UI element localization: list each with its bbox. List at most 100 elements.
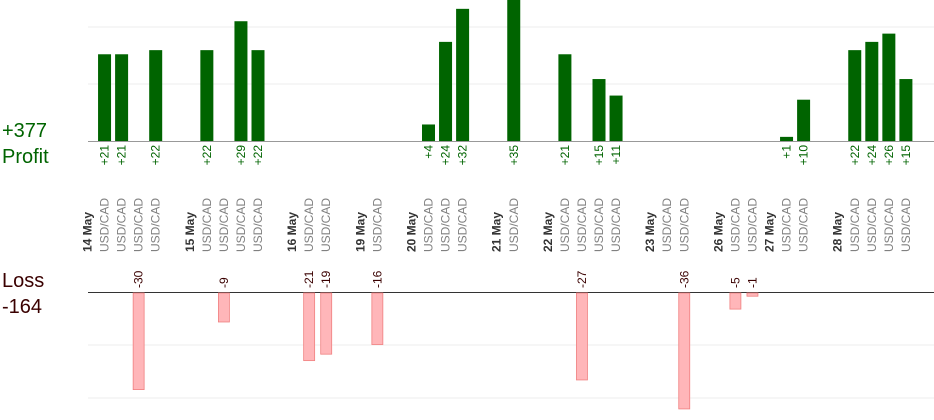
profit-data-label: +15 <box>899 145 913 166</box>
profit-bar <box>234 21 248 142</box>
profit-data-label: +35 <box>507 145 521 166</box>
date-label: 20 May <box>404 212 418 252</box>
pair-label: USD/CAD <box>609 198 623 252</box>
profit-bar <box>456 8 470 142</box>
pair-label: USD/CAD <box>200 198 214 252</box>
profit-data-label: +24 <box>865 145 879 166</box>
x-axis-labels: 14 May USD/CAD USD/CAD USD/CAD USD/CAD 15 May… <box>81 198 913 252</box>
pair-label: USD/CAD <box>660 198 674 252</box>
date-label: 22 May <box>541 212 555 252</box>
pair-label: USD/CAD <box>422 198 436 252</box>
profit-title: Profit <box>2 146 49 168</box>
pair-label: USD/CAD <box>302 198 316 252</box>
date-label: 15 May <box>183 212 197 252</box>
loss-data-label: -5 <box>728 277 742 288</box>
loss-bar <box>746 292 759 297</box>
pair-label: USD/CAD <box>745 198 759 252</box>
profit-data-label: +21 <box>98 145 112 166</box>
profit-bar <box>780 136 794 141</box>
pair-label: USD/CAD <box>780 198 794 252</box>
profit-data-label: +21 <box>558 145 572 166</box>
loss-bar <box>132 292 145 390</box>
loss-data-label: -30 <box>132 270 146 288</box>
profit-data-label: +22 <box>149 145 163 166</box>
date-label: 28 May <box>831 212 845 252</box>
loss-data-label: -9 <box>217 277 231 288</box>
loss-bar <box>303 292 316 362</box>
pair-label: USD/CAD <box>728 198 742 252</box>
profit-bar <box>149 50 163 141</box>
loss-bar <box>217 292 230 323</box>
profit-data-label: +22 <box>251 145 265 166</box>
pair-label: USD/CAD <box>132 198 146 252</box>
pair-label: USD/CAD <box>848 198 862 252</box>
profit-bar <box>592 79 606 141</box>
pair-label: USD/CAD <box>899 198 913 252</box>
date-label: 26 May <box>711 212 725 252</box>
profit-bar <box>507 0 521 142</box>
pair-label: USD/CAD <box>797 198 811 252</box>
profit-data-label: +11 <box>609 145 623 165</box>
loss-bars: -30 -9 -21 -19 -16 -27 -36 -5 -1 <box>132 270 759 410</box>
pair-label: USD/CAD <box>149 198 163 252</box>
loss-data-label: -27 <box>575 270 589 288</box>
pair-label: USD/CAD <box>456 198 470 252</box>
profit-data-label: +1 <box>780 145 794 159</box>
date-label: 23 May <box>643 212 657 252</box>
profit-bar <box>200 50 214 141</box>
profit-data-label: +22 <box>848 145 862 166</box>
pair-label: USD/CAD <box>234 198 248 252</box>
profit-bar <box>251 50 265 141</box>
profit-bar <box>422 124 435 141</box>
gridlines <box>88 26 934 399</box>
profit-data-label: +15 <box>592 145 606 166</box>
pair-label: USD/CAD <box>251 198 265 252</box>
pair-label: USD/CAD <box>592 198 606 252</box>
date-label: 14 May <box>81 212 95 252</box>
profit-data-label: +26 <box>882 145 896 166</box>
pair-label: USD/CAD <box>370 198 384 252</box>
profit-bar <box>848 50 862 141</box>
loss-bar <box>320 292 333 355</box>
pair-label: USD/CAD <box>558 198 572 252</box>
profit-bar <box>609 95 623 141</box>
profit-bar <box>797 99 811 141</box>
profit-data-label: +24 <box>439 145 453 166</box>
date-label: 27 May <box>763 212 777 252</box>
profit-bar <box>558 54 572 141</box>
side-labels: +377 Profit Loss -164 <box>2 120 49 318</box>
profit-bars: +21 +21 +22 +22 +29 +22 +4 +24 +32 +35 +21 +15 +11 +1… <box>98 0 913 165</box>
loss-bar <box>371 292 384 345</box>
profit-data-label: +32 <box>456 145 470 166</box>
loss-title: Loss <box>2 270 44 292</box>
profit-data-label: +10 <box>797 145 811 166</box>
pair-label: USD/CAD <box>98 198 112 252</box>
profit-bar <box>865 41 879 141</box>
loss-data-label: -1 <box>745 277 759 288</box>
pair-label: USD/CAD <box>217 198 231 252</box>
pair-label: USD/CAD <box>865 198 879 252</box>
profit-data-label: +22 <box>200 145 214 166</box>
date-label: 19 May <box>353 212 367 252</box>
loss-bar <box>729 292 742 310</box>
profit-data-label: +21 <box>115 145 129 166</box>
loss-total-value: -164 <box>2 296 42 318</box>
loss-data-label: -19 <box>319 270 333 288</box>
pair-label: USD/CAD <box>319 198 333 252</box>
date-label: 16 May <box>285 212 299 252</box>
profit-total-value: +377 <box>2 120 47 142</box>
profit-bar <box>98 54 112 141</box>
loss-data-label: -16 <box>370 270 384 288</box>
pair-label: USD/CAD <box>575 198 589 252</box>
pair-label: USD/CAD <box>882 198 896 252</box>
profit-data-label: +4 <box>422 145 436 159</box>
pair-label: USD/CAD <box>115 198 129 252</box>
profit-bar <box>439 41 453 141</box>
profit-bar <box>115 54 129 141</box>
profit-bar <box>882 33 896 142</box>
profit-bar <box>899 79 913 141</box>
loss-data-label: -36 <box>677 270 691 288</box>
date-label: 21 May <box>490 212 504 252</box>
